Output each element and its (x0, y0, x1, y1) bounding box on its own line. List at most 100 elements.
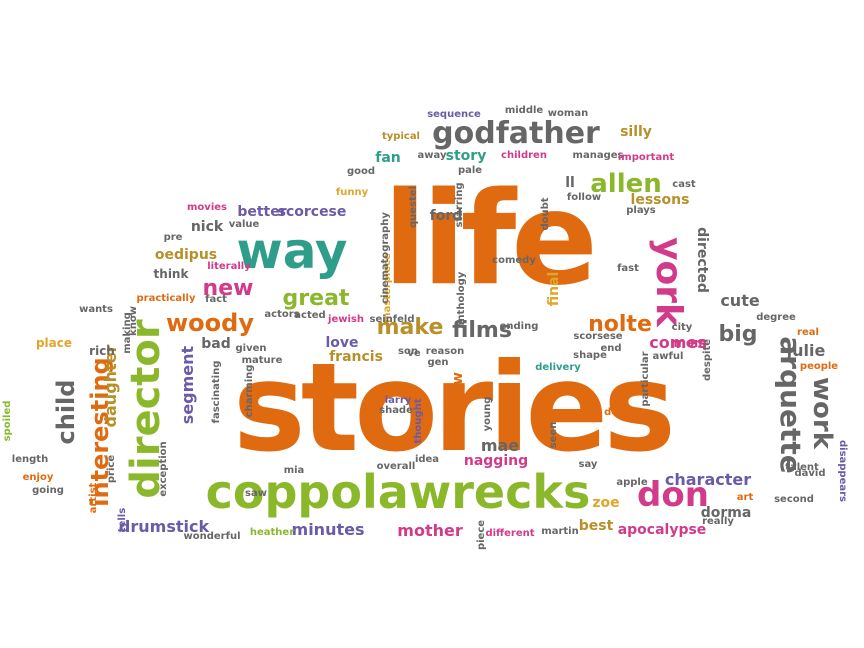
word-segment: segment (178, 345, 197, 425)
word-nick: nick (190, 219, 224, 235)
word-typical: typical (382, 131, 420, 142)
word-dorma: dorma (700, 505, 752, 521)
word-delight: delight (604, 407, 644, 418)
word-mom: mom (673, 336, 707, 350)
word-piece: piece (476, 519, 487, 551)
word-son: son (398, 346, 418, 357)
word-questel: questel (408, 185, 419, 229)
word-allen: allen (590, 169, 662, 199)
word-place: place (35, 336, 73, 350)
word-plays: plays (626, 205, 656, 216)
word-say: say (578, 459, 598, 470)
word-charming: charming (244, 364, 255, 418)
word-heather: heather (249, 527, 295, 538)
word-final: final (546, 271, 562, 307)
word-shape: shape (573, 350, 607, 361)
word-thought: thought (413, 398, 424, 444)
word-mae: mae (480, 436, 520, 455)
word-artist: artist (88, 482, 99, 514)
word-awful: awful (652, 351, 684, 362)
word-know: know (128, 306, 139, 336)
word-david: david (794, 468, 826, 479)
word-nolte: nolte (588, 312, 652, 337)
word-literally: literally (207, 261, 251, 272)
word-fascinating: fascinating (211, 360, 222, 424)
word-woman: woman (547, 108, 589, 119)
word-despite: despite (702, 338, 713, 382)
word-second: second (774, 494, 814, 505)
word-middle: middle (504, 105, 544, 116)
word-funny: funny (335, 187, 369, 198)
word-art: art (736, 492, 754, 503)
word-don: don (637, 475, 709, 515)
word-acted: acted (294, 310, 326, 321)
word-character: character (664, 470, 752, 489)
word-new: new (202, 276, 254, 301)
word-ending: ending (499, 321, 539, 332)
word-length: length (11, 454, 49, 465)
word-starring: starring (454, 182, 465, 228)
word-end: end (600, 343, 622, 354)
word-shade: shade (379, 405, 413, 416)
word-love: love (325, 335, 359, 351)
word-ll: ll (565, 175, 575, 191)
word-apple: apple (616, 477, 648, 488)
word-make: make (376, 315, 444, 340)
word-farrow: farrow (450, 372, 466, 424)
word-actors: actors (264, 309, 300, 320)
word-scorsese: scorsese (573, 331, 623, 342)
word-overall: overall (376, 461, 416, 472)
word-drumstick: drumstick (118, 517, 210, 536)
word-best: best (578, 518, 614, 534)
word-delivery: delivery (535, 362, 581, 373)
word-think: think (153, 267, 189, 281)
word-godfather: godfather (432, 116, 600, 151)
word-woody: woody (166, 309, 254, 337)
word-manages: manages (572, 150, 624, 161)
word-fact: fact (205, 294, 227, 305)
word-going: going (32, 485, 64, 496)
word-child: child (52, 379, 80, 445)
word-practically: practically (136, 293, 196, 304)
word-francis: francis (329, 349, 383, 365)
word-bad: bad (201, 336, 231, 352)
word-zoe: zoe (592, 495, 620, 511)
word-away: away (417, 150, 447, 161)
word-larry: larry (384, 395, 412, 406)
word-mother: mother (397, 521, 463, 540)
word-value: value (228, 219, 260, 230)
word-exception: exception (158, 441, 169, 497)
word-saw: saw (245, 488, 267, 499)
word-scorcese: scorcese (277, 204, 347, 220)
word-talent: talent (785, 462, 819, 473)
word-different: different (485, 528, 535, 539)
word-given: given (235, 343, 267, 354)
word-young: young (482, 396, 493, 432)
word-doubt: doubt (540, 197, 551, 231)
word-wonderful: wonderful (183, 531, 241, 542)
word-seinfeld: seinfeld (369, 314, 415, 325)
word-apocalypse: apocalypse (617, 522, 707, 538)
word-work: work (807, 377, 837, 449)
word-cinematography: cinematography (380, 212, 391, 304)
word-great: great (282, 286, 350, 311)
word-real: real (797, 327, 819, 338)
word-minutes: minutes (291, 520, 365, 539)
word-cute: cute (720, 291, 760, 310)
word-movies: movies (187, 202, 227, 213)
word-julie: julie (786, 341, 826, 360)
word-life: life (383, 165, 598, 314)
word-city: city (671, 322, 693, 333)
word-idea: idea (414, 454, 440, 465)
word-jewish: jewish (328, 314, 364, 325)
word-anthology: anthology (456, 271, 467, 329)
word-york: york (648, 237, 689, 327)
word-sequence: sequence (427, 109, 481, 120)
word-price: price (106, 454, 117, 484)
word-spoiled: spoiled (2, 400, 13, 442)
word-mature: mature (241, 355, 283, 366)
word-seen: seen (548, 421, 559, 449)
word-big: big (718, 322, 758, 347)
word-story: story (445, 148, 487, 164)
word-good: good (346, 166, 376, 177)
